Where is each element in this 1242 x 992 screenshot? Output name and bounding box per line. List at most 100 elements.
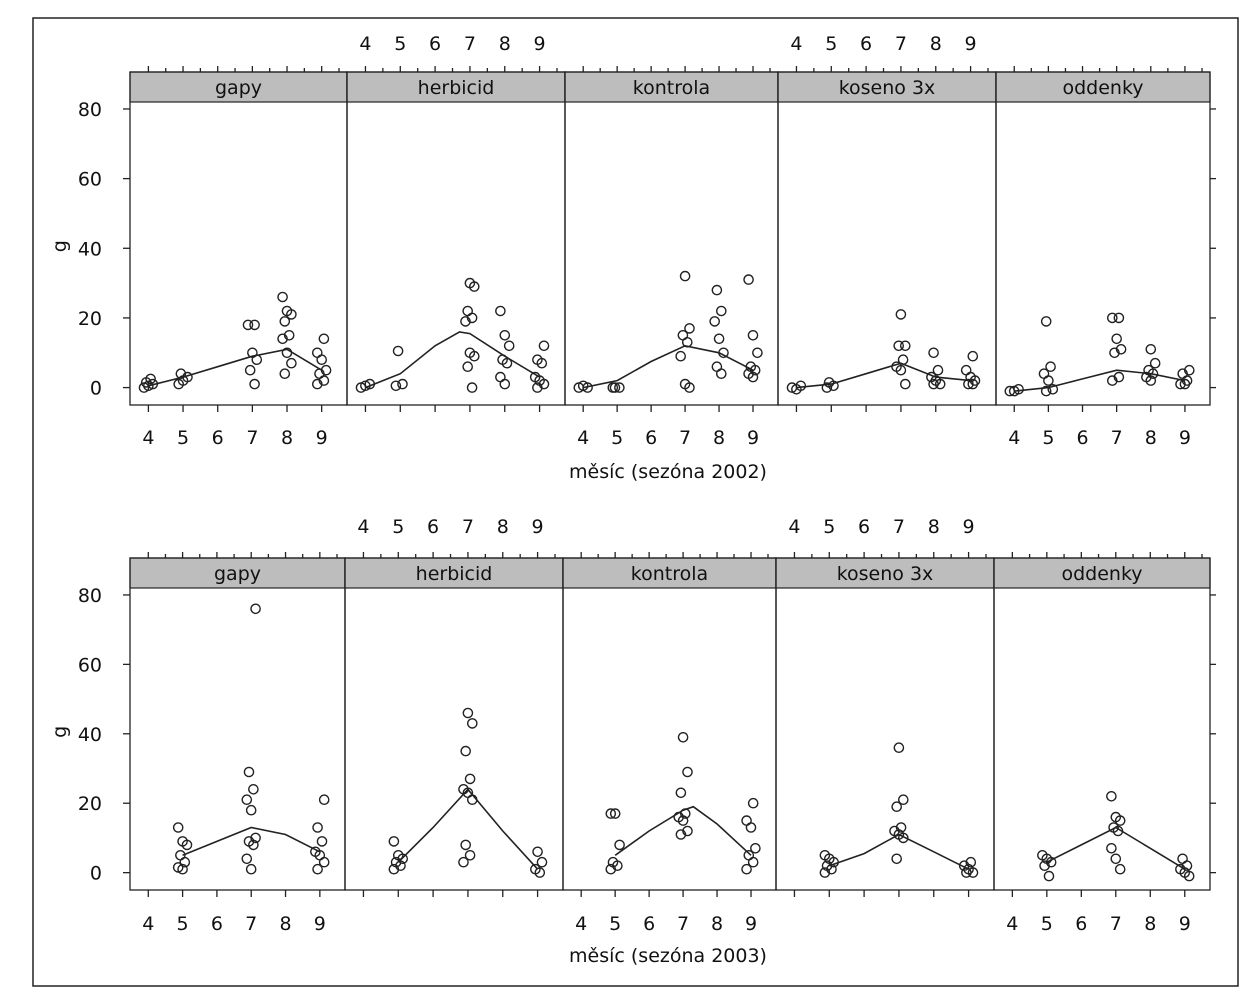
data-point [1113,371,1125,383]
panel-frame [993,557,1211,891]
x-tick-label: 9 [532,516,544,538]
data-point [612,860,623,872]
x-tick-label: 8 [711,913,723,935]
x-tick-label: 5 [611,427,623,449]
x-tick-label: 6 [211,913,223,935]
data-point [1040,385,1052,397]
data-point [177,863,188,875]
data-point [684,382,695,393]
x-tick-label: 6 [1075,913,1087,935]
data-point [241,794,253,806]
data-point [1113,312,1125,324]
panel-frame [777,71,997,406]
data-point [1147,368,1159,380]
loess-line [614,805,752,856]
strip-label: herbicid [416,563,493,585]
panel-frame [344,557,564,891]
data-point [893,742,905,754]
x-tick-label: 5 [177,427,189,449]
panel-frame [564,71,779,406]
data-point [711,284,723,296]
data-point [741,863,752,875]
x-tick-label: 4 [790,33,802,55]
x-tick-label: 6 [643,913,655,935]
data-point [466,794,478,806]
data-point [251,354,263,366]
data-point [682,825,693,837]
strip-label: oddenky [1061,563,1142,585]
data-point [241,853,253,865]
data-point [397,378,408,390]
data-point [893,340,905,352]
data-point [895,822,907,833]
x-tick-label: 7 [677,913,689,935]
data-point [1106,791,1117,802]
data-point [388,836,400,847]
data-point [538,378,550,390]
data-point [895,309,907,320]
x-tick-label: 8 [281,427,293,449]
data-point [536,357,548,369]
x-tick-label: 7 [464,33,476,55]
x-tick-label: 5 [823,516,835,538]
data-point [605,808,617,819]
x-tick-label: 4 [788,516,800,538]
x-tick-label: 4 [1006,913,1018,935]
data-point [503,340,515,352]
panel-oddenky: oddenky 4 5 6 7 8 9 [993,552,1211,935]
data-point [898,794,909,806]
panel-herbicid: herbicid 4 5 6 7 8 9 [346,33,566,412]
data-point [316,836,328,847]
x-tick-label: 9 [963,516,975,538]
data-point [1043,375,1054,386]
strip-oddenky [993,557,1211,589]
x-tick-label: 4 [357,516,369,538]
data-point [277,291,288,303]
x-tick-label: 9 [745,913,757,935]
data-point [819,867,831,878]
x-tick-label: 4 [142,913,154,935]
data-point [895,364,907,376]
loess-line [365,331,541,389]
x-tick-label: 5 [394,33,406,55]
data-point [891,853,903,865]
data-point [682,766,693,778]
data-point [316,354,328,366]
data-point [828,856,840,868]
data-point [965,856,977,868]
data-point [1179,378,1191,390]
data-point [179,856,191,868]
data-point [750,843,761,854]
x-tick-label: 5 [177,913,189,935]
strip-herbicid [344,557,564,589]
x-tick-label: 8 [499,33,511,55]
data-point [1013,383,1024,395]
data-point [745,822,757,833]
y-tick-label: 80 [78,585,102,607]
data-point [1040,316,1052,327]
x-tick-label: 6 [212,427,224,449]
data-point [460,316,471,327]
data-point [390,380,402,392]
data-point [1045,856,1057,868]
data-point [1038,368,1050,380]
x-tick-label: 4 [1008,427,1020,449]
x-tick-label: 6 [427,516,439,538]
x-tick-label: 8 [279,913,291,935]
panel-kontrola: kontrola 4 5 6 7 8 9 [564,66,779,449]
y-tick-label: 60 [78,654,102,676]
strip-label: gapy [214,563,261,585]
x-tick-label: 8 [713,427,725,449]
x-tick-label: 8 [1145,427,1157,449]
data-point [318,794,330,806]
data-point [250,603,261,615]
data-point [243,766,255,778]
x-tick-label: 8 [1144,913,1156,935]
strip-gapy [129,557,346,589]
data-point [534,867,546,878]
x-tick-label: 7 [1110,913,1122,935]
data-point [1149,357,1161,369]
data-point [245,863,257,875]
